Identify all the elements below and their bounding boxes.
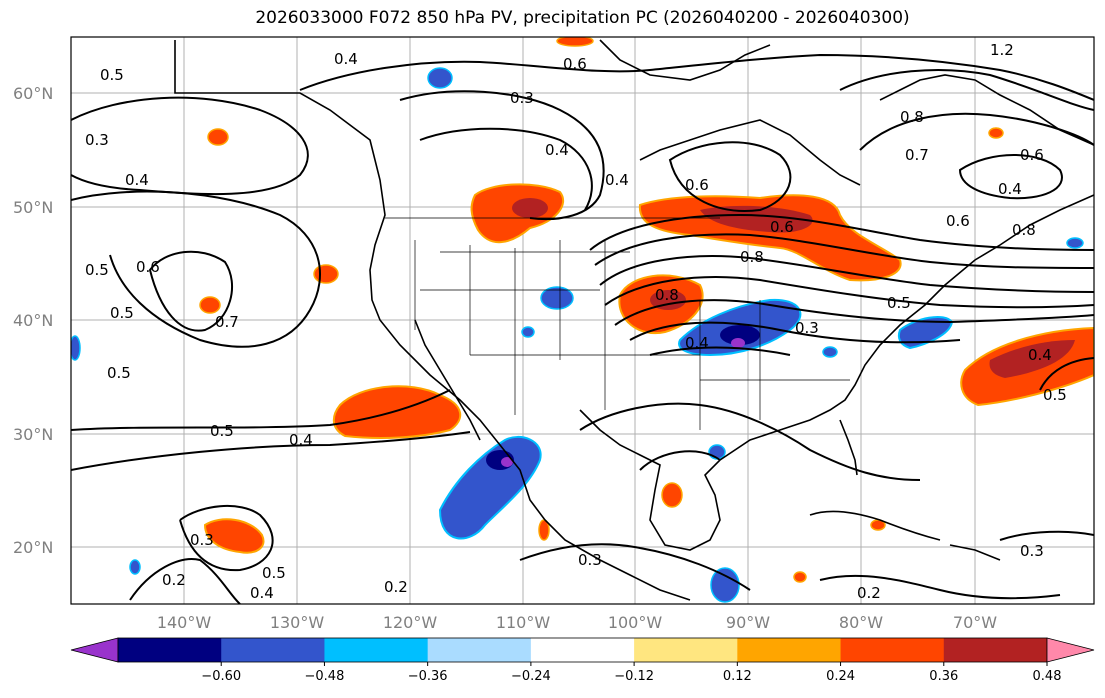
colorbar-cell [221, 638, 325, 662]
colorbar-cell [427, 638, 532, 662]
contour-label: 0.4 [605, 171, 629, 189]
colorbar-cell [634, 638, 738, 662]
colorbar-tick-label: 0.36 [929, 669, 958, 684]
colorbar-extend-max [1046, 637, 1095, 663]
contour-label: 0.3 [510, 89, 534, 107]
lat-label: 40°N [13, 311, 53, 330]
colorbar-extend-min [70, 637, 119, 663]
contour-label: 0.5 [110, 304, 134, 322]
contour-label: 0.5 [1043, 386, 1067, 404]
contour-label: 0.3 [1020, 542, 1044, 560]
contour-label: 0.6 [1020, 146, 1044, 164]
colorbar: −0.60 −0.48 −0.36 −0.24 −0.12 0.12 0.24 0.36 0.4… [70, 637, 1095, 684]
contour-labels: 0.4 0.6 0.5 0.3 0.3 0.4 0.5 0.4 0.6 0.5 … [85, 41, 1067, 602]
colorbar-tick-label: 0.12 [723, 669, 752, 684]
contour-label: 0.8 [900, 108, 924, 126]
contour-label: 0.4 [685, 334, 709, 352]
state-borders [385, 217, 850, 430]
lon-label: 130°W [270, 613, 325, 632]
lat-label: 60°N [13, 84, 53, 103]
contour-label: 0.3 [578, 551, 602, 569]
contour-label: 0.6 [563, 55, 587, 73]
latitude-labels: 60°N 50°N 40°N 30°N 20°N [13, 84, 53, 557]
colorbar-tick-label: −0.60 [201, 669, 241, 684]
coastlines-and-borders [174, 39, 1094, 601]
colorbar-cell [840, 638, 945, 662]
lat-label: 30°N [13, 425, 53, 444]
map-title: 2026033000 F072 850 hPa PV, precipitatio… [255, 8, 910, 28]
lon-label: 100°W [608, 613, 663, 632]
contour-label: 1.2 [990, 41, 1014, 59]
colorbar-tick-label: 0.24 [826, 669, 855, 684]
colorbar-cell [943, 638, 1048, 662]
lon-label: 110°W [496, 613, 551, 632]
pv-contours [71, 53, 1094, 604]
precip-negative-shading [71, 67, 1084, 603]
contour-label: 0.7 [905, 146, 929, 164]
contour-label: 0.5 [107, 364, 131, 382]
lon-label: 120°W [383, 613, 438, 632]
colorbar-cell [118, 638, 222, 662]
map-frame [70, 36, 1095, 605]
lon-label: 140°W [157, 613, 212, 632]
contour-label: 0.5 [887, 294, 911, 312]
lon-label: 70°W [953, 613, 997, 632]
contour-label: 0.4 [289, 431, 313, 449]
colorbar-tick-label: −0.48 [305, 669, 345, 684]
contour-label: 0.6 [136, 258, 160, 276]
contour-label: 0.6 [685, 176, 709, 194]
contour-label: 0.4 [1028, 346, 1052, 364]
colorbar-tick-label: −0.24 [511, 669, 551, 684]
contour-label: 0.5 [85, 261, 109, 279]
contour-label: 0.4 [125, 171, 149, 189]
colorbar-cell [737, 638, 842, 662]
contour-label: 0.4 [250, 584, 274, 602]
colorbar-tick-label: −0.36 [408, 669, 448, 684]
contour-label: 0.4 [998, 180, 1022, 198]
lon-label: 90°W [726, 613, 770, 632]
contour-label: 0.3 [85, 131, 109, 149]
contour-label: 0.4 [545, 141, 569, 159]
contour-label: 0.3 [190, 531, 214, 549]
contour-label: 0.2 [384, 578, 408, 596]
lat-label: 20°N [13, 538, 53, 557]
contour-label: 0.2 [162, 571, 186, 589]
contour-label: 0.8 [1012, 221, 1036, 239]
contour-label: 0.7 [215, 313, 239, 331]
colorbar-tick-label: 0.48 [1033, 669, 1062, 684]
contour-label: 0.5 [210, 422, 234, 440]
contour-label: 0.8 [740, 248, 764, 266]
contour-label: 0.4 [334, 50, 358, 68]
colorbar-tick-label: −0.12 [614, 669, 654, 684]
contour-label: 0.8 [655, 286, 679, 304]
contour-label: 0.5 [262, 564, 286, 582]
contour-label: 0.6 [770, 218, 794, 236]
contour-label: 0.5 [100, 66, 124, 84]
longitude-labels: 140°W 130°W 120°W 110°W 100°W 90°W 80°W … [157, 613, 997, 632]
colorbar-cell [530, 638, 635, 662]
lon-label: 80°W [839, 613, 883, 632]
contour-label: 0.6 [946, 212, 970, 230]
contour-label: 0.3 [795, 319, 819, 337]
colorbar-cell [324, 638, 429, 662]
contour-label: 0.2 [857, 584, 881, 602]
lat-label: 50°N [13, 198, 53, 217]
